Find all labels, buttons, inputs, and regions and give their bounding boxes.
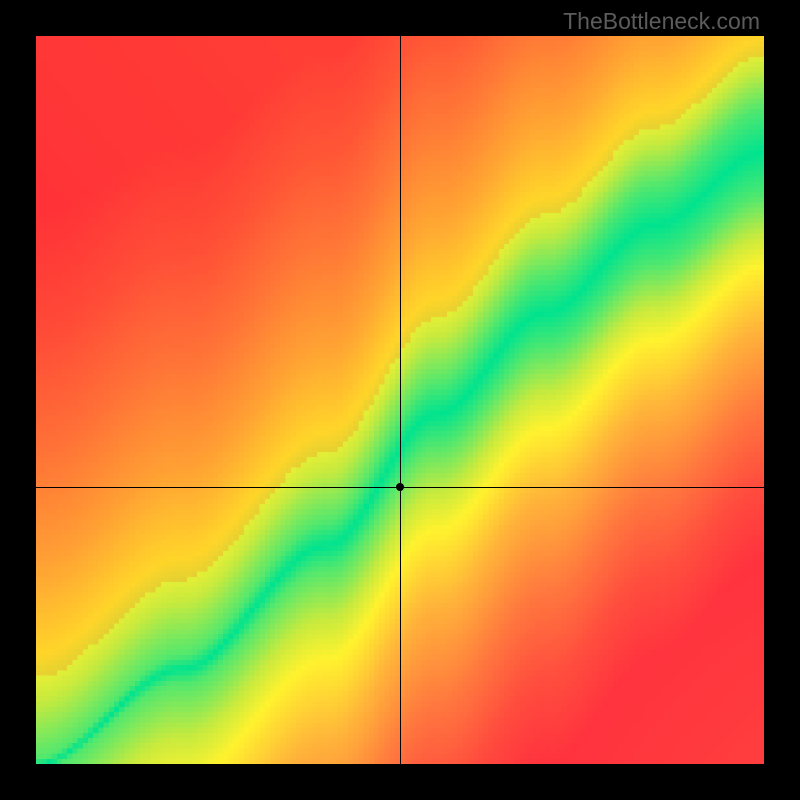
chart-frame: TheBottleneck.com [0, 0, 800, 800]
watermark-text: TheBottleneck.com [563, 8, 760, 35]
bottleneck-heatmap [36, 36, 764, 764]
plot-area [36, 36, 764, 764]
